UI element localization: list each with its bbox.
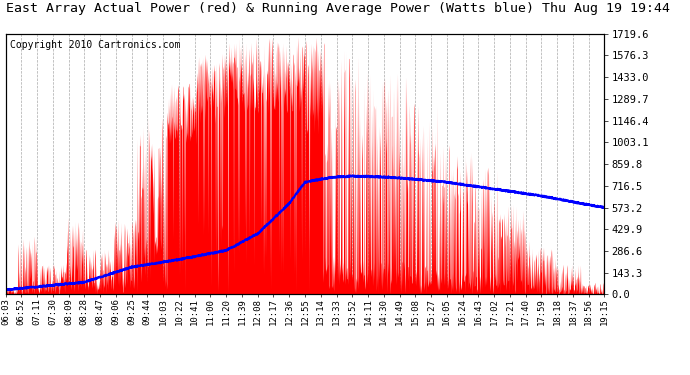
Text: Copyright 2010 Cartronics.com: Copyright 2010 Cartronics.com bbox=[10, 40, 181, 50]
Text: East Array Actual Power (red) & Running Average Power (Watts blue) Thu Aug 19 19: East Array Actual Power (red) & Running … bbox=[6, 2, 669, 15]
